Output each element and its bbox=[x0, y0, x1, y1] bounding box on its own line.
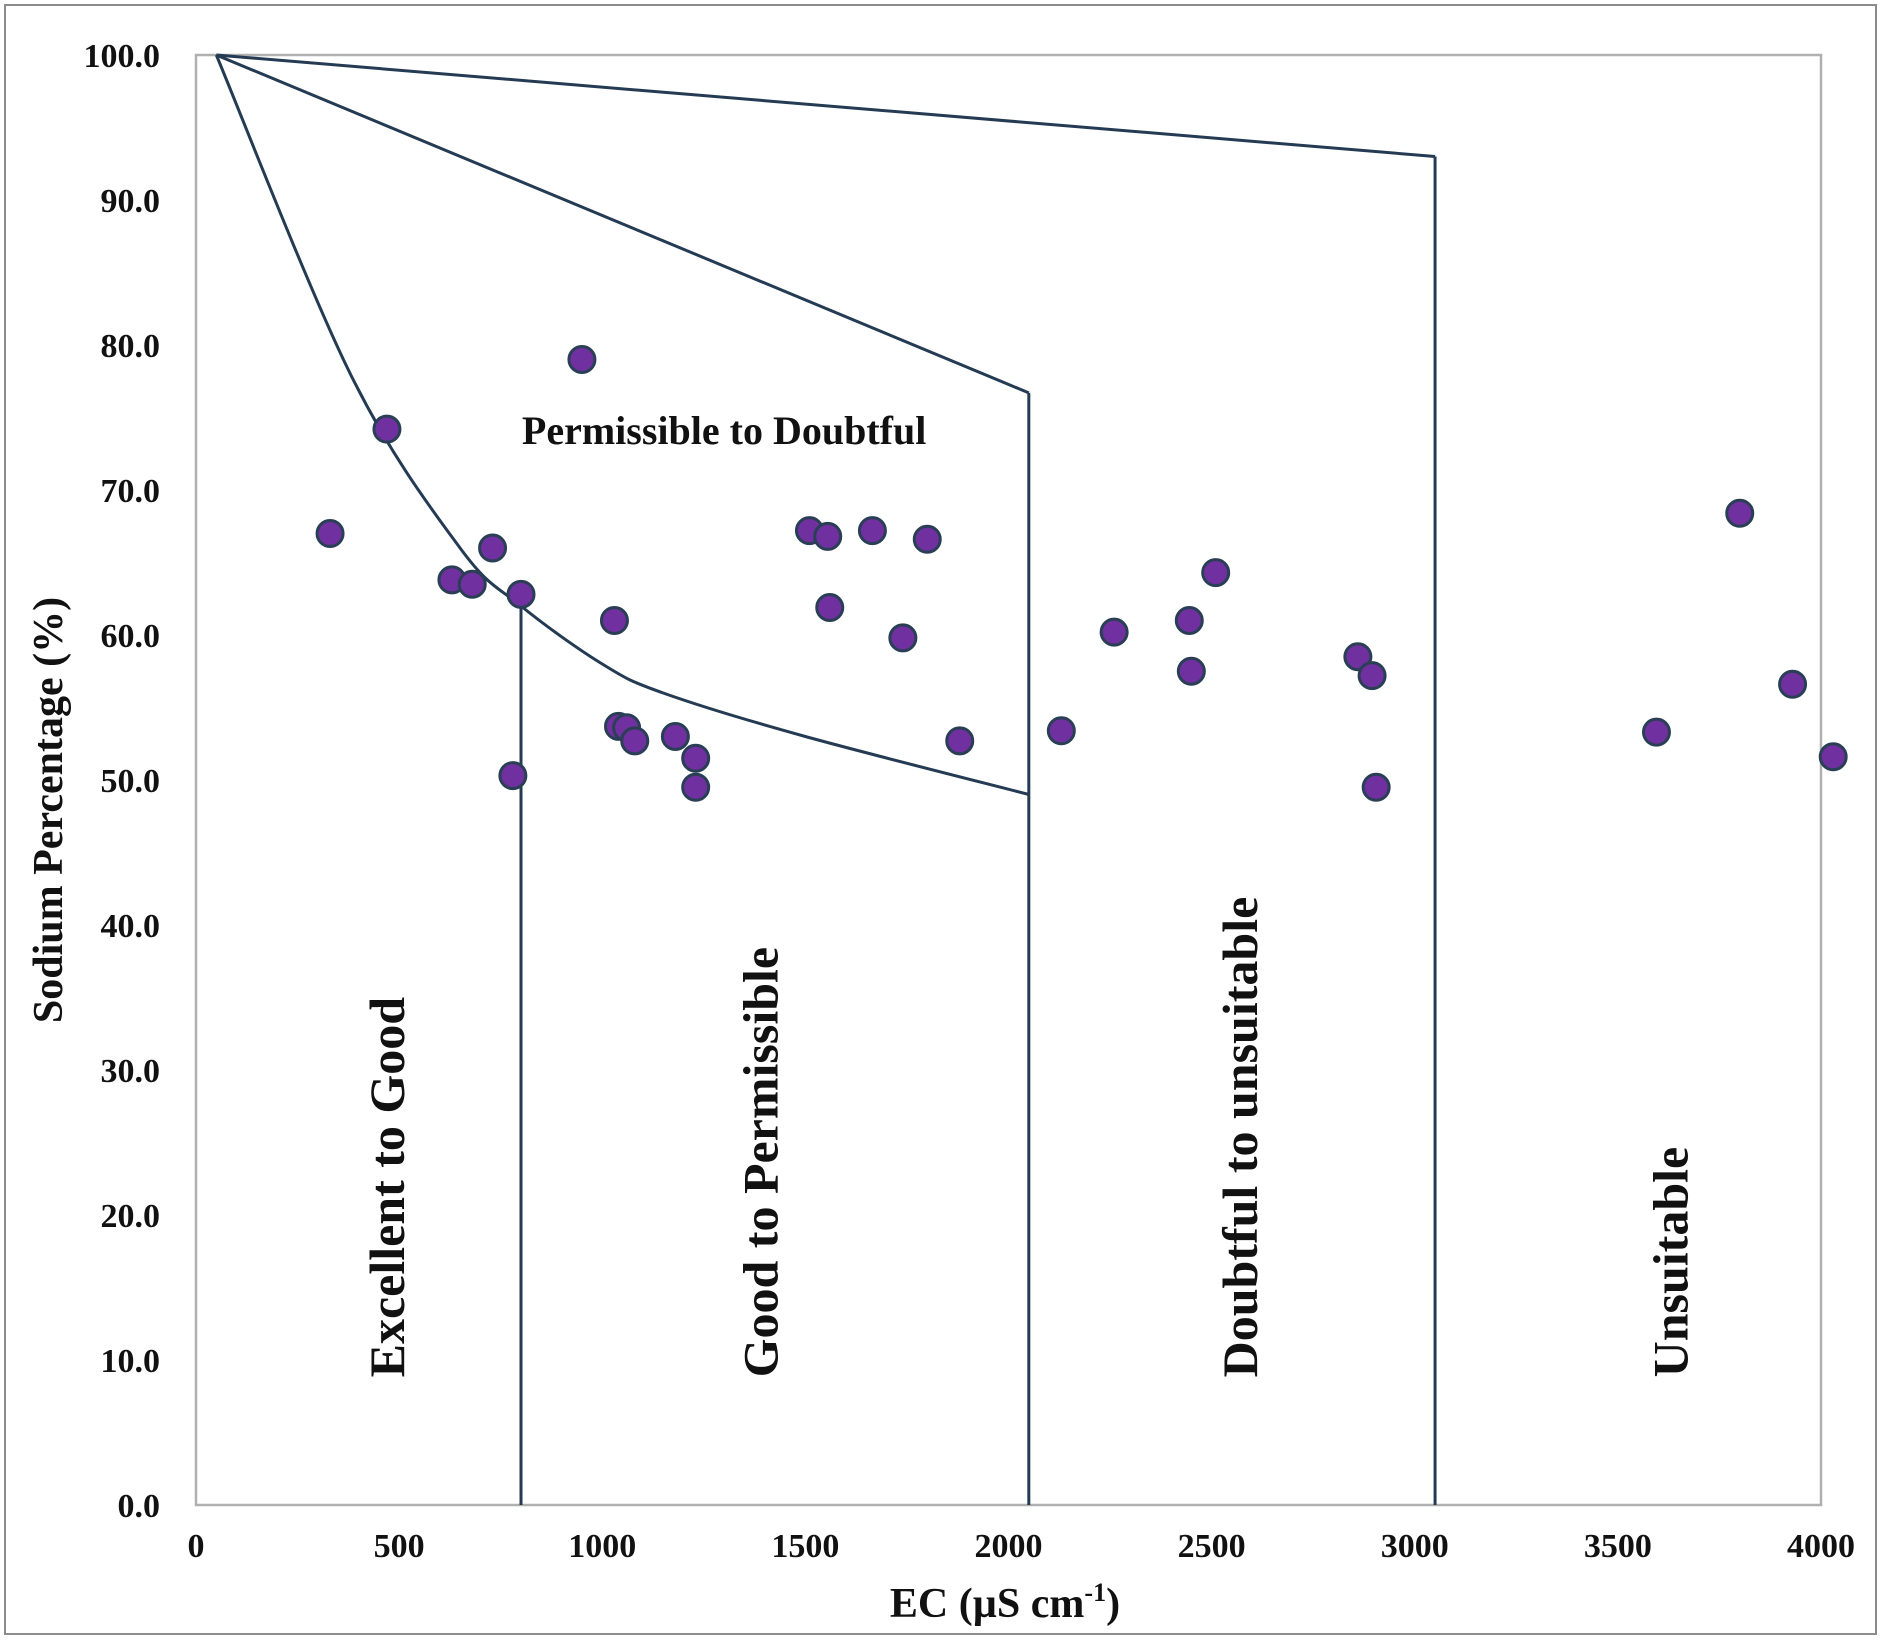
data-point-24 bbox=[1099, 617, 1129, 647]
y-tick-label: 80.0 bbox=[101, 328, 161, 365]
data-point-21 bbox=[912, 524, 942, 554]
x-axis-title: EC (µS cm-1) bbox=[890, 1578, 1120, 1627]
zone-labels: Excellent to Good Good to Permissible Doub… bbox=[359, 408, 1699, 1377]
data-point-31 bbox=[1641, 717, 1671, 747]
data-point-5 bbox=[478, 533, 508, 563]
data-point-27 bbox=[1201, 558, 1231, 588]
data-points bbox=[315, 345, 1848, 802]
x-axis-ticks: 0 500 1000 1500 2000 2500 3000 3500 4000 bbox=[188, 1528, 1856, 1565]
data-point-25 bbox=[1174, 606, 1204, 635]
data-point-1 bbox=[315, 519, 345, 548]
data-point-4 bbox=[457, 569, 487, 599]
x-tick-label: 0 bbox=[188, 1528, 205, 1565]
x-tick-label: 4000 bbox=[1787, 1528, 1855, 1565]
data-point-14 bbox=[681, 743, 711, 773]
data-point-26 bbox=[1176, 656, 1206, 686]
y-tick-label: 60.0 bbox=[101, 618, 161, 655]
y-tick-label: 70.0 bbox=[101, 473, 161, 510]
data-point-7 bbox=[506, 579, 536, 609]
x-tick-label: 1000 bbox=[568, 1528, 636, 1565]
y-tick-label: 100.0 bbox=[84, 38, 161, 75]
figure-frame bbox=[4, 4, 1877, 1635]
zone-label-1: Excellent to Good bbox=[359, 997, 415, 1378]
y-tick-label: 20.0 bbox=[101, 1198, 161, 1235]
zone-label-3: Doubtful to unsuitable bbox=[1212, 897, 1268, 1378]
data-point-23 bbox=[1046, 716, 1076, 746]
y-tick-label: 0.0 bbox=[118, 1488, 161, 1525]
data-point-34 bbox=[1818, 742, 1848, 772]
x-tick-label: 3500 bbox=[1584, 1528, 1652, 1565]
y-tick-label: 90.0 bbox=[101, 183, 161, 220]
y-axis-title: Sodium Percentage (%) bbox=[26, 597, 72, 1023]
data-point-18 bbox=[815, 592, 845, 622]
zone-label-4: Unsuitable bbox=[1643, 1147, 1699, 1378]
line-doubtful-unsuitable bbox=[216, 53, 1436, 158]
y-tick-label: 30.0 bbox=[101, 1053, 161, 1090]
data-point-28 bbox=[1343, 642, 1373, 672]
data-point-22 bbox=[945, 726, 975, 756]
data-point-30 bbox=[1361, 772, 1391, 802]
x-tick-label: 1500 bbox=[771, 1528, 839, 1565]
plot-area bbox=[194, 53, 1823, 1507]
data-point-20 bbox=[888, 623, 918, 653]
y-axis-ticks: 0.0 10.0 20.0 30.0 40.0 50.0 60.0 70.0 80.0 90.0 1… bbox=[84, 38, 161, 1525]
data-point-19 bbox=[857, 516, 887, 546]
classification-boundaries bbox=[214, 53, 1437, 1505]
data-point-13 bbox=[660, 722, 690, 751]
data-point-6 bbox=[498, 761, 528, 791]
data-point-2 bbox=[372, 414, 402, 444]
data-point-9 bbox=[599, 606, 629, 635]
data-point-12 bbox=[620, 726, 650, 756]
curve-excellent-good bbox=[214, 54, 1030, 796]
y-tick-label: 50.0 bbox=[101, 763, 161, 800]
x-tick-label: 2500 bbox=[1178, 1528, 1246, 1565]
data-point-33 bbox=[1778, 669, 1808, 699]
data-point-32 bbox=[1725, 498, 1755, 528]
data-point-8 bbox=[567, 345, 597, 374]
data-point-17 bbox=[813, 521, 843, 551]
y-tick-label: 10.0 bbox=[101, 1343, 161, 1380]
data-point-15 bbox=[681, 772, 711, 802]
data-point-29 bbox=[1357, 661, 1387, 691]
zone-label-2: Good to Permissible bbox=[733, 947, 789, 1378]
zone-label-5: Permissible to Doubtful bbox=[522, 408, 926, 453]
line-permissible-doubtful bbox=[215, 53, 1030, 395]
x-tick-label: 500 bbox=[374, 1528, 425, 1565]
y-tick-label: 40.0 bbox=[101, 908, 161, 945]
x-tick-label: 3000 bbox=[1381, 1528, 1449, 1565]
x-tick-label: 2000 bbox=[975, 1528, 1043, 1565]
